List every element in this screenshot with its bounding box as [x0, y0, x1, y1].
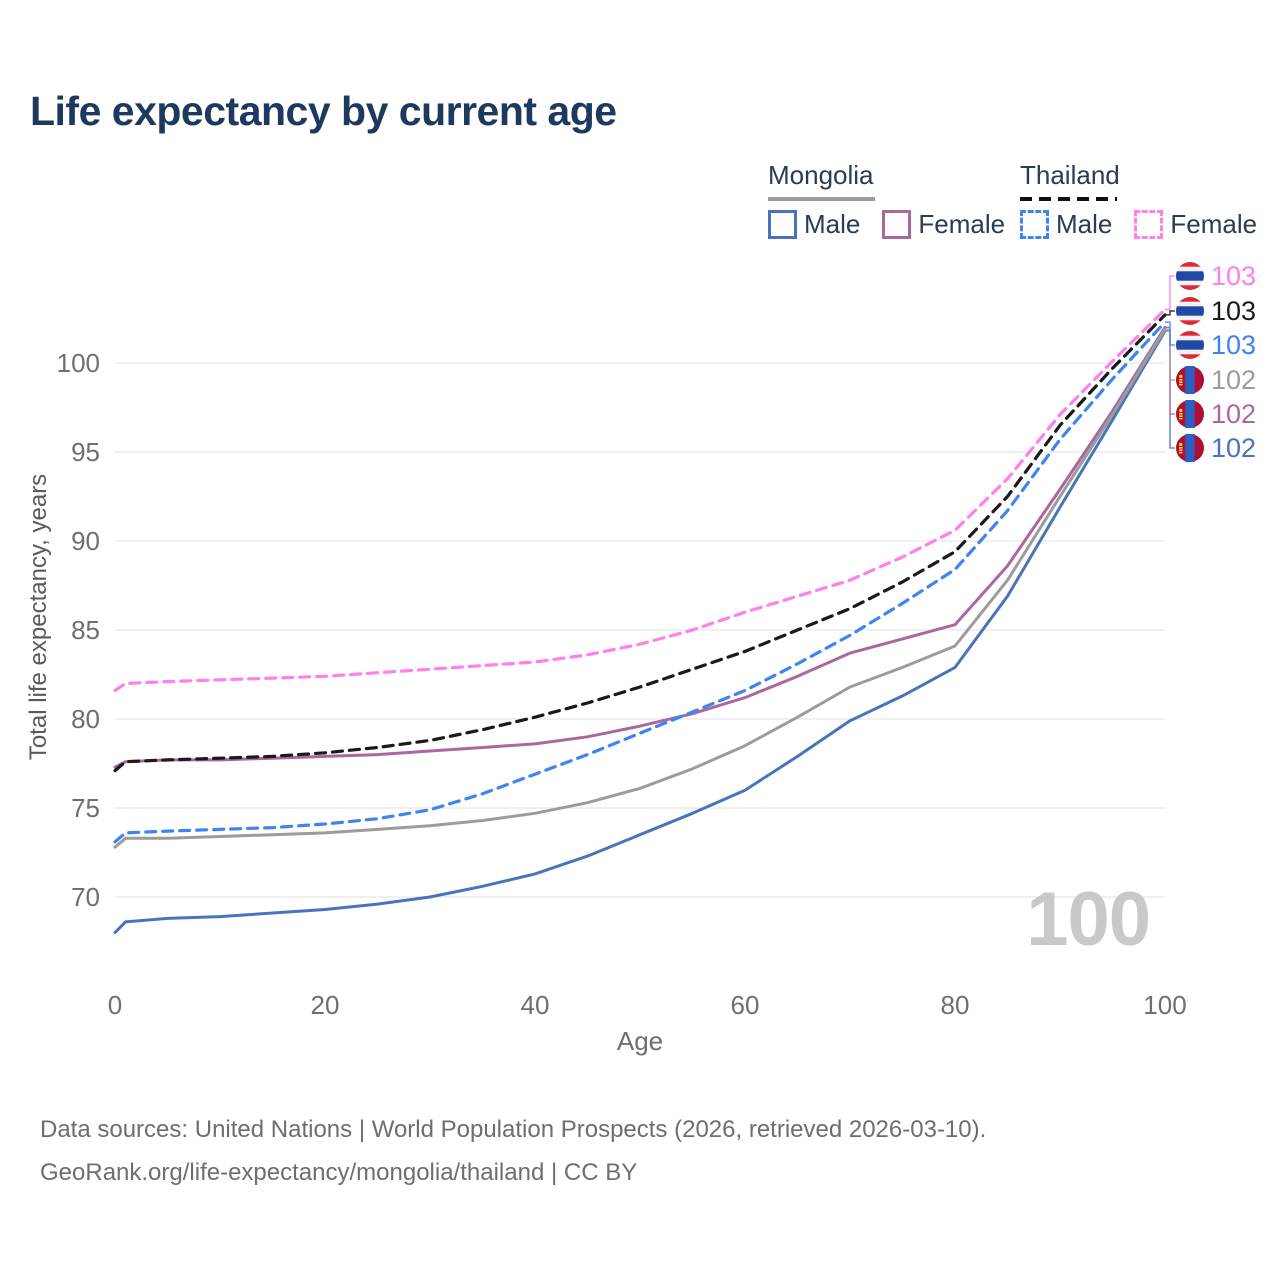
end-label-value: 103 — [1211, 330, 1257, 360]
line-thailand-total[interactable] — [113, 313, 1167, 773]
end-label-value: 103 — [1211, 296, 1257, 326]
legend-label-thailand-female: Female — [1170, 209, 1258, 239]
x-tick-label: 20 — [311, 990, 340, 1020]
mongolia-flag-icon — [1176, 366, 1204, 394]
y-tick-label: 95 — [71, 437, 100, 467]
y-tick-label: 100 — [57, 348, 100, 378]
y-tick-label: 75 — [71, 793, 100, 823]
x-tick-label: 100 — [1143, 990, 1186, 1020]
mongolia-flag-icon — [1176, 400, 1204, 428]
mongolia-male-swatch-icon — [768, 210, 797, 239]
y-tick-label: 90 — [71, 526, 100, 556]
legend-title-thailand: Thailand — [1020, 160, 1120, 190]
label-leader-line — [1165, 310, 1175, 316]
end-label-value: 103 — [1211, 261, 1257, 291]
thailand-flag-icon — [1176, 331, 1204, 359]
legend-group-thailand: Thailand Male Female — [1020, 160, 1279, 240]
thailand-female-swatch-icon — [1134, 210, 1164, 239]
end-label-row: 102 — [1176, 434, 1256, 462]
x-tick-label: 60 — [731, 990, 760, 1020]
data-sources-line1: Data sources: United Nations | World Pop… — [40, 1116, 987, 1143]
end-label-row: 103 — [1176, 297, 1256, 325]
legend-group-mongolia: Mongolia Male Female — [768, 160, 1027, 240]
legend-item-mongolia-female[interactable]: Female — [882, 209, 1005, 240]
line-chart: 70 75 80 85 90 95 100 0 20 40 60 80 100 Age Total life… — [25, 275, 1187, 1056]
legend-item-thailand-male[interactable]: Male — [1020, 209, 1112, 240]
mongolia-solid-line-sample — [768, 197, 875, 201]
end-label-row: 103 — [1176, 262, 1256, 290]
end-label-value: 102 — [1211, 399, 1257, 429]
end-label-row: 103 — [1176, 331, 1256, 359]
y-axis-title: Total life expectancy, years — [25, 474, 52, 760]
label-leader-line — [1165, 328, 1175, 381]
legend-label-mongolia-female: Female — [918, 209, 1006, 239]
end-label-value: 102 — [1211, 433, 1257, 463]
x-axis-title: Age — [617, 1026, 663, 1056]
x-tick-label: 40 — [521, 990, 550, 1020]
thailand-dashed-line-sample — [1020, 197, 1117, 201]
line-mongolia-male[interactable] — [113, 329, 1167, 935]
legend-label-mongolia-male: Male — [804, 209, 861, 239]
y-tick-label: 85 — [71, 615, 100, 645]
end-label-value: 102 — [1211, 365, 1257, 395]
legend-item-mongolia-male[interactable]: Male — [768, 209, 860, 240]
data-sources: Data sources: United Nations | World Pop… — [40, 1108, 986, 1194]
mongolia-flag-icon — [1176, 434, 1204, 462]
data-sources-line2: GeoRank.org/life-expectancy/mongolia/tha… — [40, 1159, 638, 1186]
y-tick-label: 80 — [71, 704, 100, 734]
line-mongolia-female[interactable] — [113, 325, 1167, 769]
label-leader-line — [1165, 275, 1175, 311]
line-thailand-female[interactable] — [113, 308, 1167, 693]
x-tick-label: 0 — [108, 990, 122, 1020]
line-thailand-male[interactable] — [113, 320, 1167, 844]
line-mongolia-total[interactable] — [113, 327, 1167, 849]
y-tick-label: 70 — [71, 882, 100, 912]
legend-label-thailand-male: Male — [1056, 209, 1113, 239]
thailand-male-swatch-icon — [1020, 210, 1049, 239]
legend-title-mongolia: Mongolia — [768, 160, 874, 190]
thailand-flag-icon — [1176, 262, 1204, 290]
label-leader-line — [1165, 321, 1175, 346]
thailand-flag-icon — [1176, 297, 1204, 325]
page-title: Life expectancy by current age — [30, 88, 617, 134]
end-label-row: 102 — [1176, 366, 1256, 394]
mongolia-female-swatch-icon — [882, 210, 912, 239]
legend-item-thailand-female[interactable]: Female — [1134, 209, 1257, 240]
end-label-row: 102 — [1176, 400, 1256, 428]
age-counter-watermark: 100 — [1026, 877, 1151, 962]
x-tick-label: 80 — [941, 990, 970, 1020]
